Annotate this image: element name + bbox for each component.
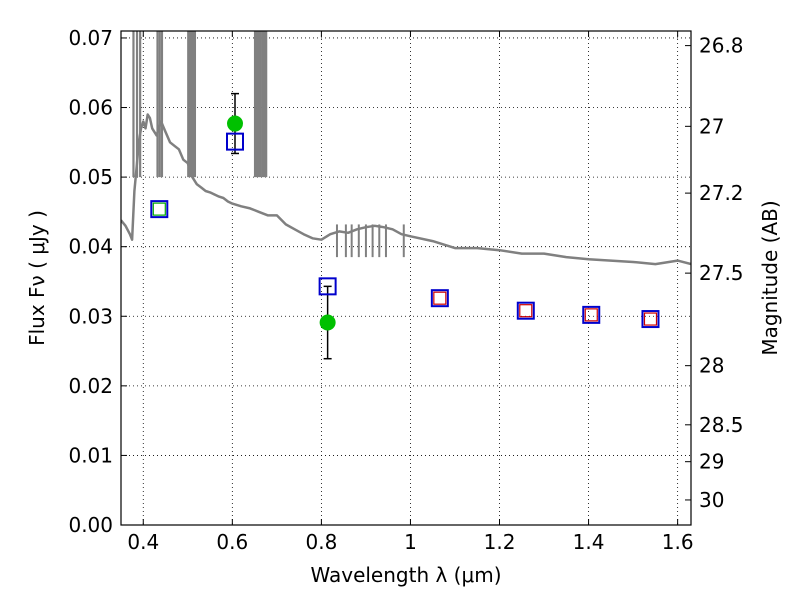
y-tick-label: 0.03 xyxy=(68,304,113,328)
y2-tick-label: 28.5 xyxy=(699,413,744,437)
y2-tick-label: 29 xyxy=(699,450,724,474)
inner-square xyxy=(584,308,598,322)
model-square xyxy=(150,200,169,219)
model-square xyxy=(516,301,535,320)
y2-tick-label: 26.8 xyxy=(699,34,744,58)
y2-tick-label: 27.2 xyxy=(699,181,744,205)
observed-point xyxy=(227,115,243,132)
x-tick-label: 1 xyxy=(404,530,417,554)
model-spectrum xyxy=(121,113,691,266)
x-tick-label: 1.4 xyxy=(573,530,605,554)
model-square xyxy=(582,305,601,324)
ticks: 0.4 0.6 0.8 1 1.2 1.4 1.6 0.00 0.01 0.02 0.03 0.04 0… xyxy=(68,26,743,554)
y2-axis-title: Magnitude (AB) xyxy=(758,200,782,355)
x-axis-title: Wavelength λ (μm) xyxy=(310,563,501,587)
x-tick-label: 1.6 xyxy=(662,530,694,554)
y-tick-label: 0.06 xyxy=(68,96,113,120)
inner-square xyxy=(643,312,658,326)
plot-area xyxy=(121,31,691,360)
y-tick-label: 0.00 xyxy=(68,513,113,537)
y2-tick-label: 27.5 xyxy=(699,261,744,285)
y2-tick-label: 28 xyxy=(699,354,724,378)
model-square xyxy=(318,277,337,296)
x-tick-label: 0.6 xyxy=(216,530,248,554)
grid xyxy=(121,31,691,525)
y-tick-label: 0.02 xyxy=(68,374,113,398)
spectrum-line xyxy=(121,113,691,266)
inner-square xyxy=(152,202,166,216)
photometry-markers xyxy=(150,92,660,360)
y2-tick-label: 27 xyxy=(699,114,724,138)
observed-point xyxy=(319,314,336,331)
model-square xyxy=(641,310,660,329)
model-square xyxy=(226,132,244,151)
y-tick-label: 0.01 xyxy=(68,443,113,467)
x-tick-label: 1.2 xyxy=(484,530,516,554)
x-tick-label: 0.8 xyxy=(305,530,337,554)
emission-line-spikes xyxy=(132,31,405,258)
inner-square xyxy=(433,291,447,305)
inner-square xyxy=(519,304,533,318)
plot-frame xyxy=(120,30,692,526)
y-axis-title: Flux Fν ( μJy ) xyxy=(25,210,49,346)
y-tick-label: 0.07 xyxy=(68,26,113,50)
model-square xyxy=(430,289,449,308)
y-tick-label: 0.05 xyxy=(68,165,113,189)
x-tick-label: 0.4 xyxy=(127,530,159,554)
y-tick-label: 0.04 xyxy=(68,235,113,259)
y2-tick-label: 30 xyxy=(699,488,724,512)
